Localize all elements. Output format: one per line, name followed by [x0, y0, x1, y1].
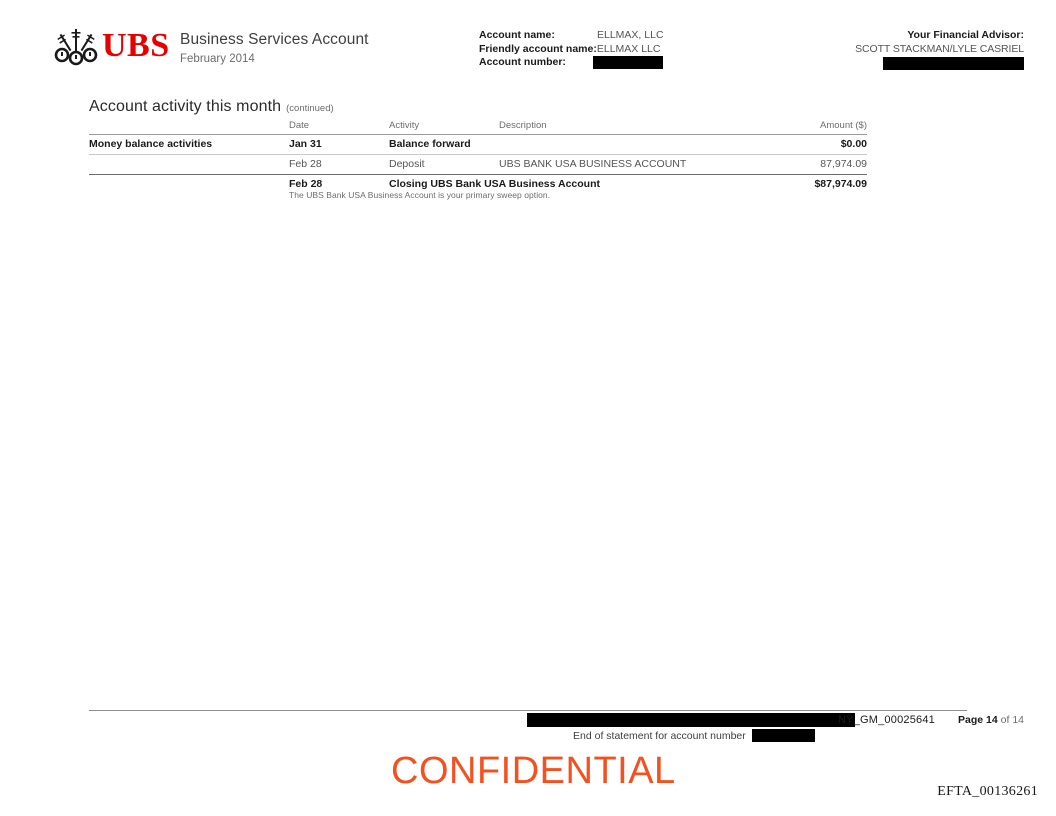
bates-number: NY_GM_00025641 — [838, 714, 935, 726]
footer-redaction-bar — [527, 713, 855, 727]
section-continued-label: (continued) — [286, 103, 334, 114]
row-amount: $0.00 — [840, 138, 867, 150]
section-heading: Account activity this month (continued) — [89, 98, 334, 116]
table-row: Feb 28 Deposit UBS BANK USA BUSINESS ACC… — [89, 155, 867, 175]
page-total: 14 — [1012, 714, 1024, 726]
friendly-account-name-label: Friendly account name: — [479, 42, 597, 55]
page-current: 14 — [986, 714, 998, 726]
row-date: Feb 28 — [289, 158, 322, 170]
row-activity: Deposit — [389, 158, 425, 170]
account-info-block: Account name: ELLMAX, LLC Friendly accou… — [479, 29, 664, 70]
page-label: Page — [957, 714, 984, 726]
footer-divider — [89, 710, 967, 711]
product-title: Business Services Account — [180, 31, 369, 48]
row-amount: $87,974.09 — [814, 178, 867, 190]
confidential-watermark: CONFIDENTIAL — [391, 750, 676, 792]
ubs-three-keys-icon — [54, 29, 98, 66]
statement-header: UBS Business Services Account February 2… — [0, 0, 1056, 92]
friendly-account-name-value: ELLMAX LLC — [596, 42, 661, 55]
financial-advisor-heading: Your Financial Advisor: — [907, 29, 1024, 41]
account-activity-table: Date Activity Description Amount ($) Mon… — [89, 120, 867, 194]
account-name-label: Account name: — [479, 29, 555, 41]
row-group-spacer — [89, 155, 289, 175]
row-group-spacer — [89, 175, 289, 195]
page-title: Account activity this month — [89, 98, 282, 115]
sweep-option-footnote: The UBS Bank USA Business Account is you… — [289, 190, 551, 200]
row-date: Feb 28 — [289, 178, 323, 190]
table-header-row: Date Activity Description Amount ($) — [89, 120, 867, 135]
friendly-account-name-row: Friendly account name: ELLMAX LLC — [479, 43, 664, 57]
advisor-redaction-bar — [883, 57, 1024, 70]
row-description — [499, 135, 789, 155]
row-date: Jan 31 — [289, 138, 322, 150]
table-header-spacer — [89, 120, 289, 135]
statement-period: February 2014 — [180, 53, 255, 66]
table-header-activity: Activity — [389, 120, 420, 131]
account-number-redaction-bar — [593, 56, 663, 69]
table-header-amount: Amount ($) — [820, 120, 867, 131]
end-of-statement-line: End of statement for account number — [573, 729, 815, 742]
table-header-description: Description — [499, 120, 547, 131]
row-amount: 87,974.09 — [820, 158, 867, 170]
account-number-label: Account number: — [479, 56, 566, 68]
table-row: Money balance activities Jan 31 Balance … — [89, 135, 867, 155]
row-activity: Balance forward — [389, 138, 471, 150]
product-title-block: Business Services Account February 2014 — [180, 30, 369, 65]
account-name-row: Account name: ELLMAX, LLC — [479, 29, 664, 43]
account-name-value: ELLMAX, LLC — [597, 29, 664, 41]
ubs-logo: UBS — [54, 27, 170, 67]
account-number-row: Account number: — [479, 56, 664, 70]
page-of-label: of — [1000, 714, 1010, 726]
money-balance-activities-label: Money balance activities — [89, 138, 213, 150]
financial-advisor-names: SCOTT STACKMAN/LYLE CASRIEL — [855, 42, 1024, 55]
end-of-statement-text: End of statement for account number — [573, 729, 746, 742]
table-header-date: Date — [289, 120, 310, 131]
page-indicator: Page 14 of 14 — [958, 714, 1024, 726]
table-row: Feb 28 Closing UBS Bank USA Business Acc… — [89, 175, 867, 195]
end-of-statement-redaction-bar — [751, 729, 815, 742]
row-activity: Closing UBS Bank USA Business Account — [389, 178, 601, 190]
ubs-wordmark: UBS — [102, 27, 170, 64]
row-description: UBS BANK USA BUSINESS ACCOUNT — [499, 158, 687, 170]
financial-advisor-block: Your Financial Advisor: SCOTT STACKMAN/L… — [855, 29, 1024, 70]
document-reference-number: EFTA_00136261 — [937, 784, 1038, 799]
